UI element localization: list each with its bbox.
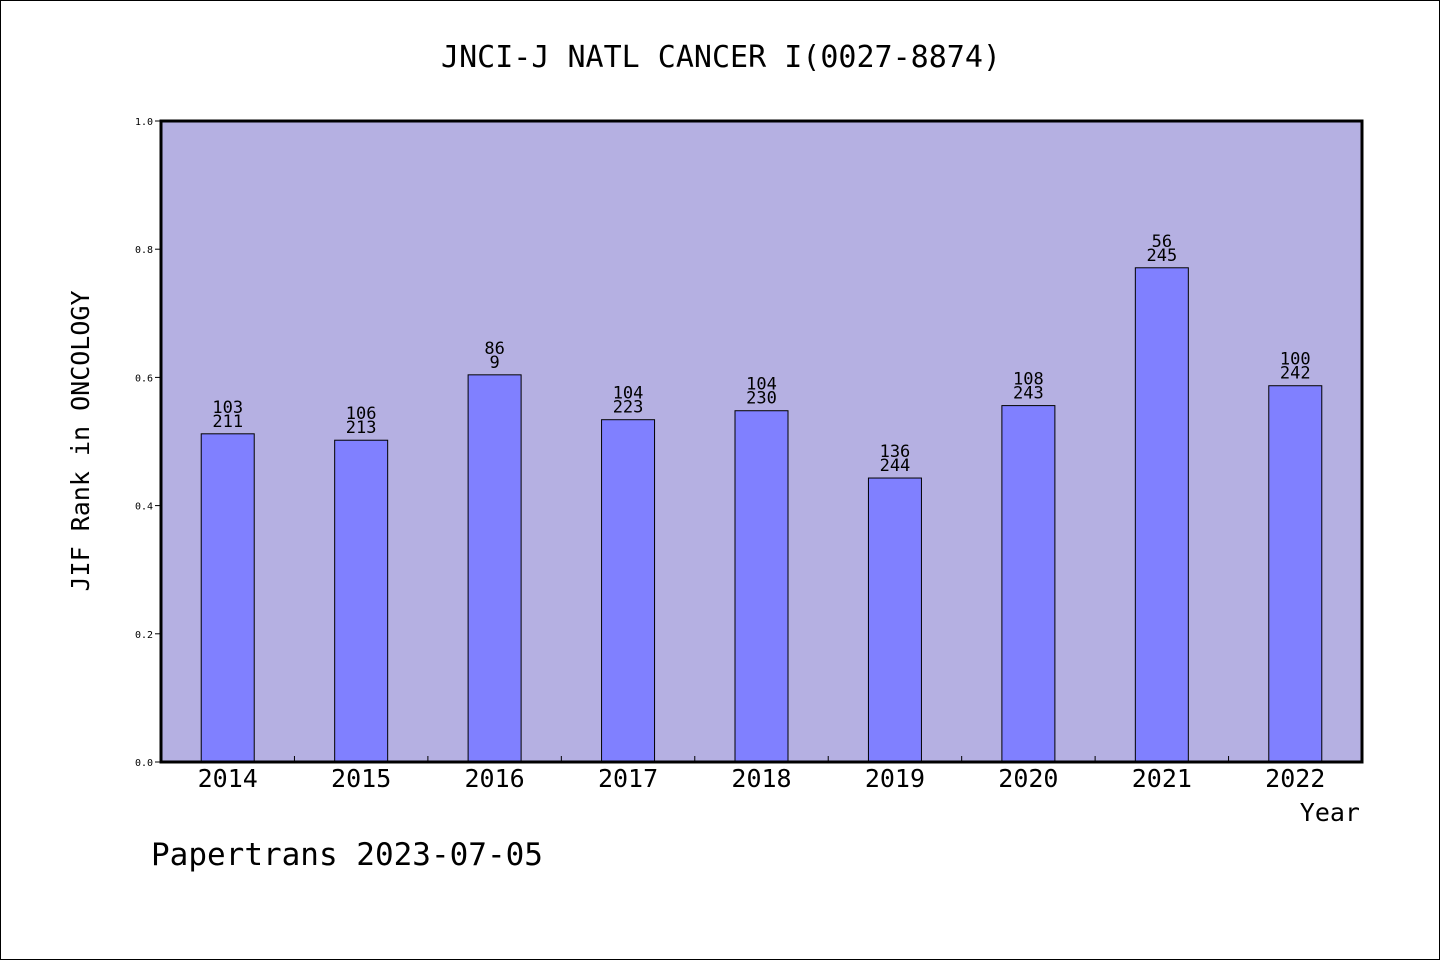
y-tick-label: 0.0: [135, 758, 153, 769]
x-tick-label: 2018: [731, 764, 791, 793]
bar-rank-label: 104: [613, 384, 644, 404]
x-tick-label: 2021: [1132, 764, 1192, 793]
y-tick-label: 0.8: [135, 245, 153, 256]
x-tick-label: 2016: [465, 764, 525, 793]
bar-total-label: 230: [746, 389, 777, 409]
bar-rank-label: 86: [484, 339, 504, 359]
bar-2022: [1268, 385, 1323, 763]
x-tick-label: 2020: [998, 764, 1058, 793]
bar-total-label: 211: [212, 412, 243, 432]
x-tick-label: 2014: [198, 764, 258, 793]
x-tick-label: 2015: [331, 764, 391, 793]
bar-2014: [200, 433, 255, 763]
bar-2021: [1134, 267, 1189, 763]
bar-rank-label: 100: [1280, 350, 1311, 370]
bar-total-label: 242: [1280, 364, 1311, 384]
bar-rank-label: 103: [212, 398, 243, 418]
bar-total-label: 244: [880, 456, 911, 476]
bar-rank-label: 104: [746, 375, 777, 395]
bar-rank-label: 106: [346, 404, 377, 424]
y-tick-label: 1.0: [135, 117, 153, 128]
x-axis: 2014 2015 2016 2017 2018 2019 2020 2021 2022: [198, 756, 1325, 793]
bar-total-label: 223: [613, 398, 644, 418]
y-axis-label: JIF Rank in ONCOLOGY: [66, 290, 95, 591]
bar-total-label: 245: [1146, 246, 1177, 266]
bar-2018: [734, 410, 789, 763]
x-tick-label: 2017: [598, 764, 658, 793]
y-axis: 0.0 0.2 0.4 0.6 0.8 1.0: [135, 117, 161, 769]
bar-2020: [1001, 405, 1056, 763]
bar-2016: [467, 374, 522, 763]
bar-total-label: 243: [1013, 384, 1044, 404]
bar-rank-label: 108: [1013, 370, 1044, 390]
y-tick-label: 0.2: [135, 630, 153, 641]
bar-2015: [334, 439, 389, 763]
bar-2017: [601, 419, 656, 763]
chart-title: JNCI-J NATL CANCER I(0027-8874): [441, 40, 1001, 75]
x-axis-label: Year: [1300, 798, 1360, 827]
bar-rank-label: 56: [1152, 232, 1172, 252]
bar-total-label: 9: [489, 353, 499, 373]
plot-border: [159, 119, 1364, 764]
x-tick-label: 2022: [1265, 764, 1325, 793]
bar-2019: [867, 477, 922, 763]
footer-credit: Papertrans 2023-07-05: [151, 837, 543, 873]
bar-total-label: 213: [346, 418, 377, 438]
y-tick-label: 0.6: [135, 373, 153, 384]
y-tick-label: 0.4: [135, 502, 153, 513]
x-tick-label: 2019: [865, 764, 925, 793]
bar-rank-label: 136: [880, 442, 911, 462]
